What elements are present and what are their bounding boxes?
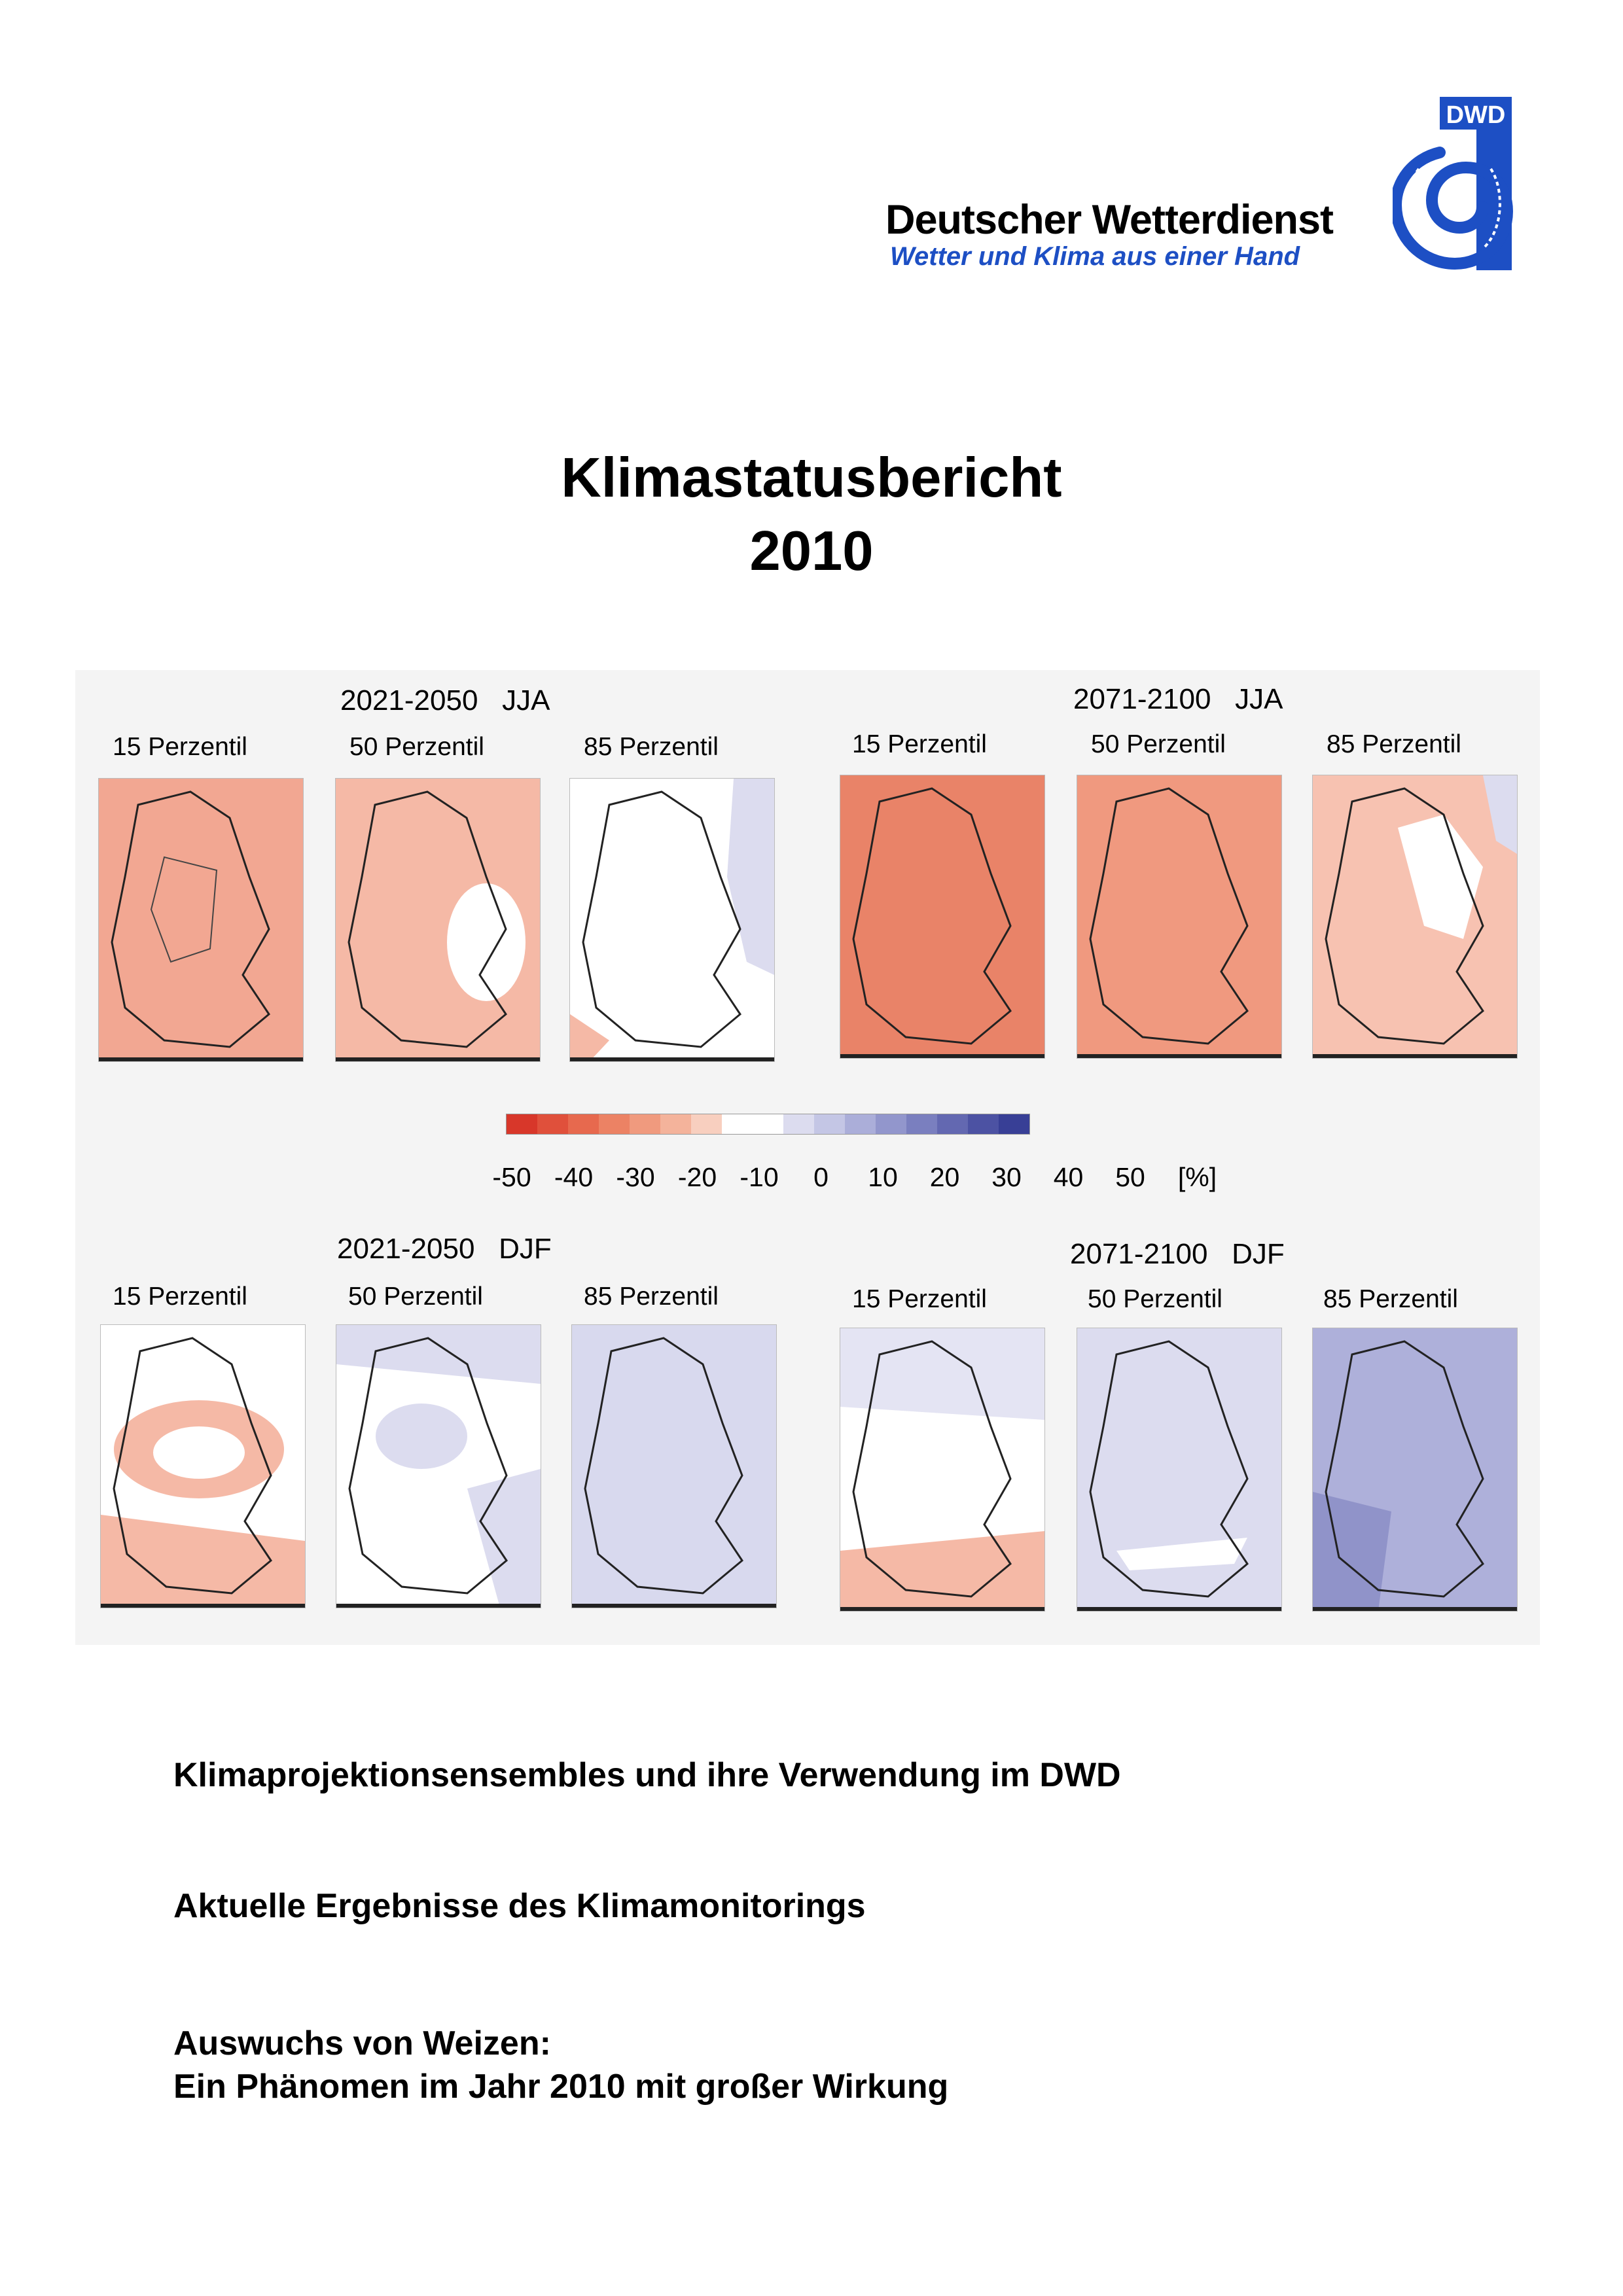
colorbar-swatch [722,1114,753,1134]
subtitle-ensembles: Klimaprojektionsensembles und ihre Verwe… [173,1756,1121,1794]
percentile-label: 15 Perzentil [852,730,987,758]
colorbar-swatch [968,1114,999,1134]
subtitle-weizen: Auswuchs von Weizen: Ein Phänomen im Jah… [173,2022,948,2108]
colorbar-tick-label: 10 [868,1162,898,1192]
colorbar-tick-label: 40 [1053,1162,1084,1192]
colorbar-swatch [599,1114,630,1134]
climate-projection-figure: 2021-2050 JJA 15 Perzentil 50 Perzentil … [75,670,1540,1645]
colorbar-swatch [568,1114,599,1134]
dwd-logo: DWD [1393,97,1514,270]
colorbar-swatch [691,1114,722,1134]
colorbar-swatch [906,1114,937,1134]
percentile-label: 15 Perzentil [852,1285,987,1313]
colorbar-swatch [845,1114,876,1134]
colorbar-swatch [660,1114,691,1134]
map-2071-2100-djf-p85 [1312,1328,1518,1612]
percentile-label: 50 Perzentil [348,1282,483,1311]
colorbar-labels: -50 -40 -30 -20 -10 0 10 20 30 40 50 [%] [75,1162,1540,1195]
colorbar-tick-label: 0 [813,1162,829,1192]
colorbar-tick-label: -50 [492,1162,531,1192]
colorbar-swatch [937,1114,968,1134]
subtitle-monitoring: Aktuelle Ergebnisse des Klimamonitorings [173,1887,866,1925]
map-2071-2100-jja-p85 [1312,775,1518,1059]
percentile-label: 15 Perzentil [113,733,247,761]
panel-title-2021-2050-djf: 2021-2050 DJF [337,1233,552,1265]
colorbar-swatch [876,1114,906,1134]
period-text: 2021-2050 [337,1233,475,1265]
document-title: Klimastatusbericht 2010 [0,442,1623,588]
colorbar-tick-label: -30 [616,1162,655,1192]
organization-slogan: Wetter und Klima aus einer Hand [890,242,1300,271]
percentile-label: 50 Perzentil [1091,730,1226,758]
colorbar-swatch [999,1114,1029,1134]
organization-name: Deutscher Wetterdienst [885,197,1334,243]
percentile-label: 50 Perzentil [349,733,484,761]
title-line-1: Klimastatusbericht [561,447,1062,509]
logo-text: DWD [1446,101,1506,129]
colorbar-tick-label: -20 [677,1162,717,1192]
map-2071-2100-djf-p50 [1077,1328,1282,1612]
title-line-2: 2010 [749,520,874,582]
season-text: JJA [1235,683,1283,715]
season-text: DJF [1232,1238,1285,1270]
map-2021-2050-jja-p50 [335,778,541,1062]
percentile-label: 85 Perzentil [584,1282,719,1311]
panel-title-2021-2050-jja: 2021-2050 JJA [340,684,550,717]
percentile-label: 85 Perzentil [1327,730,1461,758]
colorbar-swatch [753,1114,783,1134]
percentile-label: 15 Perzentil [113,1282,247,1311]
colorbar-swatch [783,1114,814,1134]
period-text: 2071-2100 [1070,1238,1208,1270]
colorbar-tick-label: 50 [1115,1162,1145,1192]
map-2071-2100-jja-p50 [1077,775,1282,1059]
period-text: 2071-2100 [1073,683,1211,715]
percentile-label: 50 Perzentil [1088,1285,1222,1313]
map-2021-2050-djf-p85 [571,1324,777,1608]
colorbar-swatch [507,1114,537,1134]
colorbar-swatch [537,1114,568,1134]
panel-title-2071-2100-jja: 2071-2100 JJA [1073,683,1283,716]
subtitle-weizen-line-2: Ein Phänomen im Jahr 2010 mit großer Wir… [173,2068,949,2106]
colorbar-tick-label: -10 [740,1162,779,1192]
colorbar-tick-label: -40 [554,1162,594,1192]
map-2021-2050-jja-p85 [569,778,775,1062]
season-text: JJA [502,684,550,716]
map-2071-2100-djf-p15 [840,1328,1045,1612]
colorbar [506,1114,1030,1135]
season-text: DJF [499,1233,552,1265]
map-2021-2050-djf-p50 [336,1324,541,1608]
colorbar-tick-label: [%] [1177,1162,1217,1192]
map-2071-2100-jja-p15 [840,775,1045,1059]
colorbar-tick-label: 20 [929,1162,960,1192]
panel-title-2071-2100-djf: 2071-2100 DJF [1070,1238,1285,1271]
percentile-label: 85 Perzentil [584,733,719,761]
colorbar-tick-label: 30 [991,1162,1022,1192]
percentile-label: 85 Perzentil [1323,1285,1458,1313]
map-2021-2050-jja-p15 [98,778,304,1062]
colorbar-swatch [814,1114,845,1134]
period-text: 2021-2050 [340,684,478,716]
subtitle-weizen-line-1: Auswuchs von Weizen: [173,2024,551,2062]
map-2021-2050-djf-p15 [100,1324,306,1608]
colorbar-swatch [630,1114,660,1134]
